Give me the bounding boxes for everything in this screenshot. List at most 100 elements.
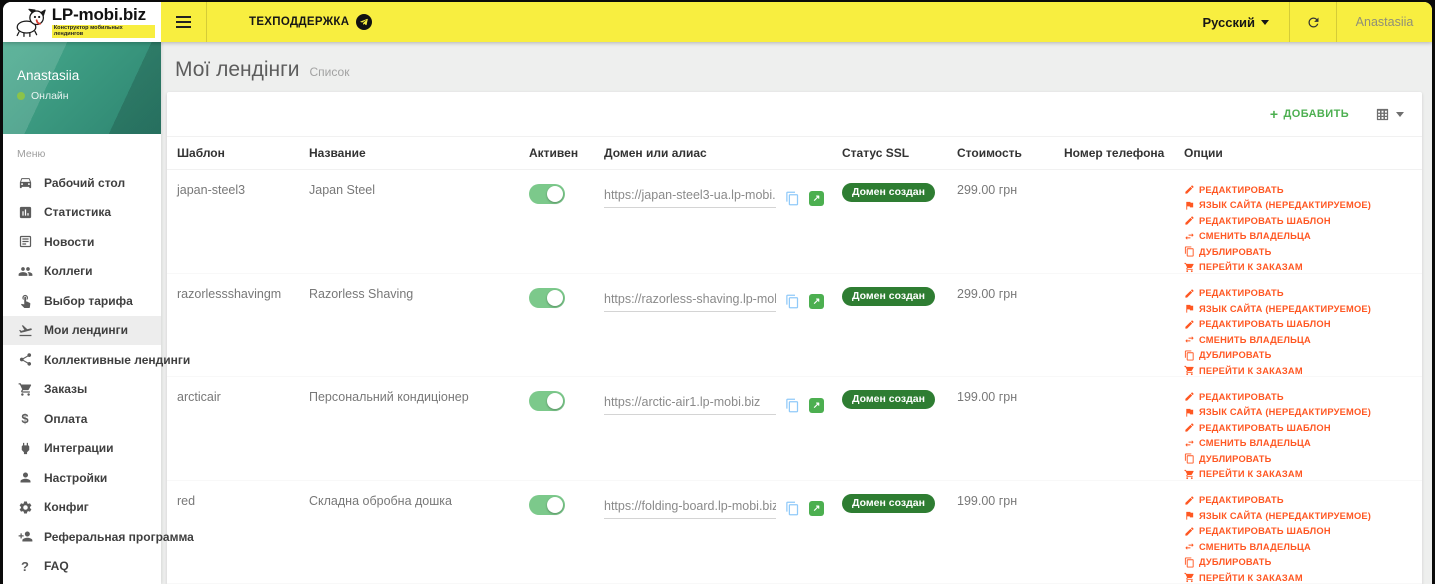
active-toggle[interactable]: [529, 494, 565, 515]
option-link[interactable]: ПЕРЕЙТИ К ЗАКАЗАМ: [1184, 262, 1414, 273]
edit-icon: [1184, 184, 1195, 195]
online-status-label: Онлайн: [31, 90, 69, 102]
sidebar-item-news[interactable]: Новости: [3, 227, 161, 257]
support-label: ТЕХПОДДЕРЖКА: [249, 16, 350, 28]
sidebar-item-faq[interactable]: ? FAQ: [3, 552, 161, 582]
name-cell: Персональний кондиціонер: [309, 390, 469, 404]
language-selector[interactable]: Русский: [1182, 2, 1289, 42]
option-link[interactable]: СМЕНИТЬ ВЛАДЕЛЬЦА: [1184, 438, 1414, 449]
sidebar-profile: Anastasiia Онлайн: [3, 42, 161, 134]
option-link[interactable]: ЯЗЫК САЙТА (НЕРЕДАКТИРУЕМОЕ): [1184, 510, 1414, 521]
copy-domain-icon[interactable]: [785, 294, 800, 309]
copy-domain-icon[interactable]: [785, 501, 800, 516]
active-toggle[interactable]: [529, 391, 565, 411]
logo[interactable]: LP-mobi.biz Конструктор мобильных лендин…: [3, 2, 161, 42]
sidebar-item-label: Реферальная программа: [44, 529, 194, 544]
menu-section-label: Меню: [17, 148, 46, 160]
option-link[interactable]: РЕДАКТИРОВАТЬ: [1184, 391, 1414, 402]
cart-icon: [1184, 572, 1195, 583]
option-link[interactable]: РЕДАКТИРОВАТЬ ШАБЛОН: [1184, 215, 1414, 226]
main-content: Мої лендінги Список + ДОБАВИТЬ: [161, 42, 1432, 584]
sidebar-item-referral[interactable]: Реферальная программа: [3, 522, 194, 552]
options-cell: РЕДАКТИРОВАТЬ ЯЗЫК САЙТА (НЕРЕДАКТИРУЕМО…: [1184, 183, 1414, 273]
sidebar-item-label: Коллективные лендинги: [44, 352, 191, 367]
option-link[interactable]: РЕДАКТИРОВАТЬ ШАБЛОН: [1184, 526, 1414, 537]
add-landing-button[interactable]: + ДОБАВИТЬ: [1270, 106, 1349, 122]
edit-icon: [1184, 215, 1195, 226]
sidebar-item-config[interactable]: Конфиг: [3, 493, 161, 523]
touch-icon: [17, 293, 33, 309]
price-cell: 299.00 грн: [957, 183, 1018, 197]
sidebar-item-colleagues[interactable]: Коллеги: [3, 257, 161, 287]
open-site-icon[interactable]: ↗: [809, 501, 824, 516]
open-site-icon[interactable]: ↗: [809, 294, 824, 309]
takeoff-icon: [17, 322, 33, 338]
template-cell: arcticair: [177, 390, 221, 404]
option-link[interactable]: РЕДАКТИРОВАТЬ: [1184, 184, 1414, 195]
option-link[interactable]: СМЕНИТЬ ВЛАДЕЛЬЦА: [1184, 541, 1414, 552]
option-link[interactable]: СМЕНИТЬ ВЛАДЕЛЬЦА: [1184, 334, 1414, 345]
edit-icon: [1184, 526, 1195, 537]
option-link[interactable]: РЕДАКТИРОВАТЬ ШАБЛОН: [1184, 422, 1414, 433]
option-link[interactable]: ЯЗЫК САЙТА (НЕРЕДАКТИРУЕМОЕ): [1184, 303, 1414, 314]
sidebar-item-orders[interactable]: Заказы: [3, 375, 161, 405]
domain-input[interactable]: [604, 291, 776, 312]
open-site-icon[interactable]: ↗: [809, 190, 824, 206]
option-link[interactable]: ЯЗЫК САЙТА (НЕРЕДАКТИРУЕМОЕ): [1184, 200, 1414, 211]
page-subtitle: Список: [309, 65, 350, 79]
logo-title: LP-mobi.biz: [51, 4, 146, 24]
option-link[interactable]: ДУБЛИРОВАТЬ: [1184, 556, 1414, 568]
copy-domain-icon[interactable]: [785, 398, 800, 413]
open-site-icon[interactable]: ↗: [809, 397, 824, 413]
option-link[interactable]: ПЕРЕЙТИ К ЗАКАЗАМ: [1184, 365, 1414, 376]
col-options: Опции: [1176, 136, 1422, 170]
domain-input[interactable]: [604, 498, 776, 519]
option-link[interactable]: РЕДАКТИРОВАТЬ ШАБЛОН: [1184, 319, 1414, 330]
option-link[interactable]: ДУБЛИРОВАТЬ: [1184, 453, 1414, 464]
duplicate-icon: [1184, 453, 1195, 464]
sidebar-item-label: Статистика: [44, 205, 112, 220]
duplicate-icon: [1184, 246, 1195, 257]
table-row: japan-steel3 Japan Steel ↗ Домен создан …: [167, 170, 1422, 273]
view-toggle-button[interactable]: [1375, 107, 1404, 122]
option-link[interactable]: ДУБЛИРОВАТЬ: [1184, 349, 1414, 361]
user-menu[interactable]: Anastasiia: [1337, 2, 1432, 42]
table-row: red Складна обробна дошка ↗ Домен создан…: [167, 480, 1422, 584]
active-toggle[interactable]: [529, 184, 565, 204]
col-template: Шаблон: [167, 136, 301, 170]
sidebar-item-statistics[interactable]: Статистика: [3, 198, 161, 228]
option-link[interactable]: ПЕРЕЙТИ К ЗАКАЗАМ: [1184, 469, 1414, 480]
option-link[interactable]: РЕДАКТИРОВАТЬ: [1184, 288, 1414, 299]
refresh-icon: [1308, 17, 1318, 27]
sidebar-item-settings[interactable]: Настройки: [3, 463, 161, 493]
grid-view-icon: [1376, 108, 1389, 120]
domain-input[interactable]: [604, 395, 776, 415]
sidebar-item-label: Конфиг: [44, 500, 89, 515]
refresh-button[interactable]: [1290, 2, 1336, 42]
profile-name: Anastasiia: [17, 68, 80, 83]
option-link[interactable]: ДУБЛИРОВАТЬ: [1184, 246, 1414, 257]
support-button[interactable]: ТЕХПОДДЕРЖКА: [249, 2, 373, 42]
sidebar-item-dashboard[interactable]: Рабочий стол: [3, 168, 161, 198]
sidebar-item-tariff[interactable]: Выбор тарифа: [3, 286, 161, 316]
gears-icon: [17, 499, 33, 515]
option-link[interactable]: СМЕНИТЬ ВЛАДЕЛЬЦА: [1184, 231, 1414, 242]
cart-icon: [1184, 469, 1195, 480]
landings-card: + ДОБАВИТЬ: [167, 92, 1422, 584]
plug-icon: [17, 440, 33, 456]
option-link[interactable]: ПЕРЕЙТИ К ЗАКАЗАМ: [1184, 572, 1414, 583]
sidebar-item-my-landings[interactable]: Мои лендинги: [3, 315, 161, 345]
hamburger-menu-icon[interactable]: [161, 2, 207, 42]
option-link[interactable]: РЕДАКТИРОВАТЬ: [1184, 495, 1414, 506]
copy-domain-icon[interactable]: [785, 191, 800, 206]
edit-icon: [1184, 288, 1195, 299]
option-link[interactable]: ЯЗЫК САЙТА (НЕРЕДАКТИРУЕМОЕ): [1184, 407, 1414, 418]
add-label: ДОБАВИТЬ: [1283, 108, 1349, 120]
active-toggle[interactable]: [529, 287, 565, 308]
domain-input[interactable]: [604, 188, 776, 208]
sidebar-item-collective-landings[interactable]: Коллективные лендинги: [3, 345, 190, 375]
topbar: LP-mobi.biz Конструктор мобильных лендин…: [3, 2, 1432, 42]
sidebar-item-payment[interactable]: $ Оплата: [3, 404, 161, 434]
sidebar-item-integrations[interactable]: Интеграции: [3, 434, 161, 464]
col-domain: Домен или алиас: [596, 136, 834, 170]
